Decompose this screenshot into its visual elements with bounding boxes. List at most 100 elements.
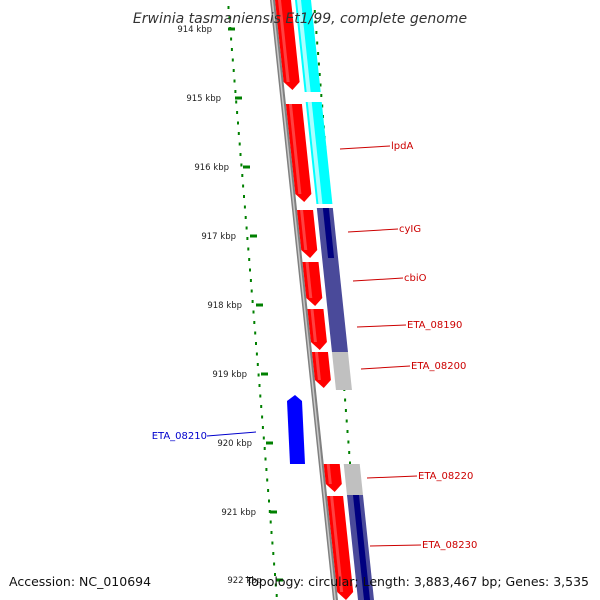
gc-skew-dot bbox=[272, 552, 275, 555]
forward-cds-shine bbox=[278, 0, 290, 82]
gene-label: cbiO bbox=[404, 273, 427, 284]
scale-tick-mark bbox=[243, 165, 250, 169]
forward-cds-shine bbox=[288, 104, 302, 194]
scale-tick-mark bbox=[270, 510, 277, 514]
gc-skew-dot bbox=[314, 20, 317, 24]
gc-skew-dot bbox=[237, 121, 239, 125]
scale-label: 919 kbp bbox=[212, 370, 247, 380]
gene-label: ETA_08220 bbox=[418, 471, 473, 482]
gene-label: ETA_08230 bbox=[422, 540, 477, 551]
scale-label: 915 kbp bbox=[186, 94, 221, 104]
gc-skew-dot bbox=[275, 594, 278, 597]
gc-skew-dot bbox=[245, 226, 248, 230]
gc-skew-dot bbox=[232, 69, 235, 72]
gc-skew-dot bbox=[241, 174, 244, 177]
gc-skew-dot bbox=[239, 153, 242, 156]
gc-skew-dot bbox=[244, 216, 247, 219]
gc-skew-dot bbox=[230, 48, 233, 51]
scale-tick-mark bbox=[261, 372, 268, 376]
gc-skew-dot bbox=[227, 6, 230, 9]
gene-leader-line bbox=[366, 475, 418, 479]
scale-tick-mark bbox=[235, 96, 242, 100]
gc-skew-dot bbox=[236, 111, 239, 114]
gene-leader-line bbox=[347, 228, 399, 233]
gene-label: cyIG bbox=[399, 224, 421, 235]
topology-summary: Topology: circular; Length: 3,883,467 bp… bbox=[245, 574, 589, 589]
cog-highlight bbox=[307, 102, 323, 204]
gc-skew-dot bbox=[264, 457, 267, 461]
gc-skew-dot bbox=[233, 79, 236, 83]
forward-cds-shine bbox=[330, 496, 344, 592]
gc-skew-dot bbox=[257, 373, 260, 377]
gc-skew-dot bbox=[315, 31, 318, 34]
gc-skew-dot bbox=[228, 16, 231, 20]
gc-skew-dot bbox=[346, 430, 349, 433]
gc-skew-dot bbox=[344, 398, 347, 402]
forward-cds-shine bbox=[300, 210, 308, 250]
gc-skew-dot bbox=[316, 41, 319, 45]
gc-skew-dot bbox=[268, 499, 270, 503]
scale-tick-mark bbox=[228, 27, 235, 31]
gc-skew-dot bbox=[251, 300, 254, 303]
gc-skew-dot bbox=[321, 104, 324, 108]
scale-tick-mark bbox=[256, 303, 263, 307]
gc-skew-dot bbox=[317, 62, 320, 66]
cog-navy-strip bbox=[352, 495, 370, 600]
gc-skew-dot bbox=[247, 247, 250, 251]
gc-skew-dot bbox=[260, 405, 263, 408]
gene-leader-line bbox=[339, 145, 391, 150]
map-title: Erwinia tasmaniensis Et1/99, complete ge… bbox=[133, 11, 467, 27]
gc-skew-dot bbox=[348, 451, 351, 454]
gc-skew-dot bbox=[238, 142, 241, 146]
gc-skew-dot bbox=[252, 310, 255, 314]
gc-skew-dot bbox=[271, 541, 274, 545]
backbone-highlight bbox=[271, 0, 336, 600]
gc-skew-dot bbox=[273, 562, 276, 566]
gc-skew-dot bbox=[248, 258, 251, 261]
gc-skew-dot bbox=[317, 52, 320, 55]
reverse-cds-arrow bbox=[287, 395, 305, 464]
gene-label: ETA_08210 bbox=[152, 431, 207, 442]
gc-skew-dot bbox=[242, 184, 245, 188]
gc-skew-dot bbox=[255, 352, 258, 356]
scale-ticks: 914 kbp 915 kbp 916 kbp 917 kbp 918 kbp 919 k… bbox=[177, 25, 283, 586]
gc-skew-dot bbox=[258, 384, 261, 387]
gc-skew-dot bbox=[345, 419, 348, 423]
gc-skew-dot bbox=[254, 331, 257, 335]
gc-skew-dot bbox=[267, 489, 270, 492]
gene-leader-line bbox=[352, 277, 404, 282]
gc-skew-dot bbox=[349, 461, 351, 465]
scale-label: 918 kbp bbox=[207, 301, 242, 311]
scale-label: 920 kbp bbox=[217, 439, 252, 449]
gc-skew-dot bbox=[313, 10, 316, 13]
gc-skew-dot bbox=[263, 447, 266, 450]
forward-cds-shine bbox=[310, 309, 317, 342]
gc-skew-dot bbox=[231, 58, 234, 62]
gc-skew-dot bbox=[268, 510, 271, 513]
scale-label: 917 kbp bbox=[201, 232, 236, 242]
scale-label: 914 kbp bbox=[177, 25, 212, 35]
gc-skew-dot bbox=[250, 289, 253, 293]
gc-skew-dot bbox=[249, 268, 251, 272]
gc-skew-dot bbox=[318, 73, 321, 76]
forward-cds-shine bbox=[305, 262, 313, 298]
cog-block bbox=[331, 352, 352, 390]
gc-skew-dot bbox=[344, 409, 347, 412]
gc-skew-dot bbox=[274, 583, 277, 587]
gc-skew-dot bbox=[256, 363, 259, 366]
cds-track bbox=[275, 0, 354, 600]
gc-skew-dot bbox=[249, 279, 252, 282]
cog-navy-strip bbox=[322, 208, 335, 258]
gc-skew-dot bbox=[240, 163, 243, 167]
gc-skew-dot bbox=[262, 436, 265, 440]
gc-skew-dot bbox=[319, 83, 322, 87]
gc-skew-dot bbox=[265, 468, 268, 471]
gene-labels: lpdA cyIG cbiO ETA_08190 ETA_08200 ETA_08210 E… bbox=[152, 141, 478, 551]
gc-skew-dot bbox=[261, 426, 264, 429]
cog-block bbox=[343, 464, 363, 495]
gc-skew-dot bbox=[230, 37, 233, 41]
scale-label: 921 kbp bbox=[221, 508, 256, 518]
gc-skew-dot bbox=[234, 90, 237, 93]
gc-skew-dot bbox=[320, 94, 323, 97]
